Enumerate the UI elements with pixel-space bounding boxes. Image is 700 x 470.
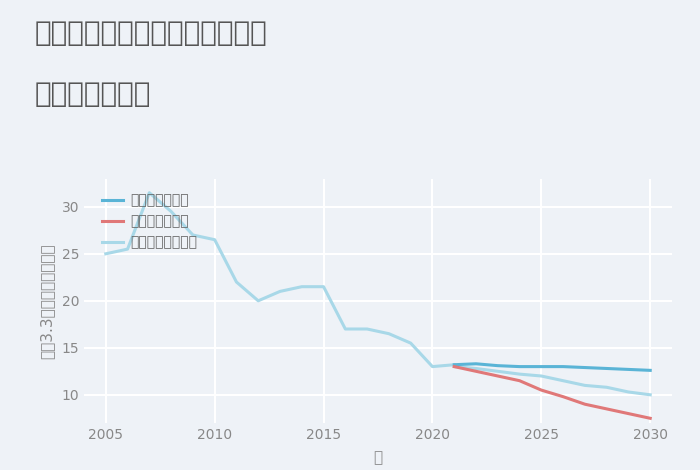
ノーマルシナリオ: [494, 368, 502, 374]
ノーマルシナリオ: [537, 373, 545, 379]
グッドシナリオ: [624, 367, 633, 372]
Legend: グッドシナリオ, バッドシナリオ, ノーマルシナリオ: グッドシナリオ, バッドシナリオ, ノーマルシナリオ: [97, 188, 203, 255]
ノーマルシナリオ: [624, 389, 633, 395]
バッドシナリオ: [581, 401, 589, 407]
ノーマルシナリオ: [603, 384, 611, 390]
グッドシナリオ: [559, 364, 567, 369]
グッドシナリオ: [603, 366, 611, 371]
グッドシナリオ: [472, 361, 480, 367]
Line: バッドシナリオ: バッドシナリオ: [454, 367, 650, 418]
グッドシナリオ: [646, 368, 654, 373]
バッドシナリオ: [646, 415, 654, 421]
ノーマルシナリオ: [581, 383, 589, 388]
グッドシナリオ: [450, 362, 459, 368]
グッドシナリオ: [494, 363, 502, 368]
グッドシナリオ: [515, 364, 524, 369]
グッドシナリオ: [537, 364, 545, 369]
Y-axis label: 坪（3.3㎡）単価（万円）: 坪（3.3㎡）単価（万円）: [40, 243, 55, 359]
Line: グッドシナリオ: グッドシナリオ: [454, 364, 650, 370]
Text: 三重県南牟婁郡御浜町上市木の: 三重県南牟婁郡御浜町上市木の: [35, 19, 267, 47]
ノーマルシナリオ: [559, 378, 567, 384]
バッドシナリオ: [450, 364, 459, 369]
バッドシナリオ: [515, 378, 524, 384]
Text: 土地の価格推移: 土地の価格推移: [35, 80, 151, 108]
ノーマルシナリオ: [646, 392, 654, 398]
グッドシナリオ: [581, 365, 589, 370]
バッドシナリオ: [559, 394, 567, 399]
ノーマルシナリオ: [472, 366, 480, 371]
ノーマルシナリオ: [515, 371, 524, 377]
X-axis label: 年: 年: [373, 450, 383, 465]
Line: ノーマルシナリオ: ノーマルシナリオ: [454, 367, 650, 395]
バッドシナリオ: [494, 373, 502, 379]
バッドシナリオ: [603, 406, 611, 412]
バッドシナリオ: [624, 411, 633, 416]
バッドシナリオ: [472, 368, 480, 374]
ノーマルシナリオ: [450, 364, 459, 369]
バッドシナリオ: [537, 387, 545, 393]
